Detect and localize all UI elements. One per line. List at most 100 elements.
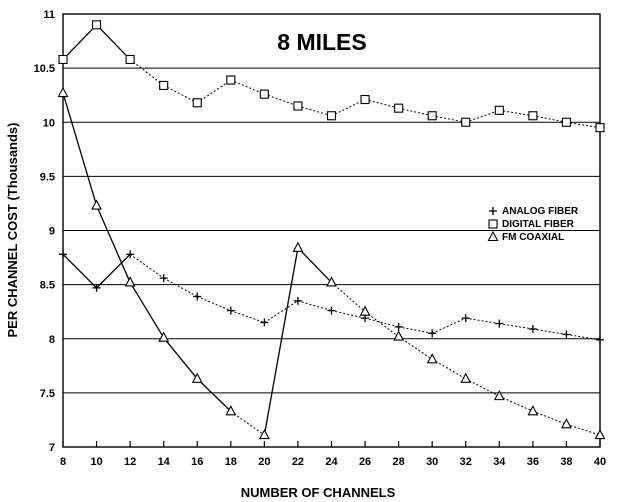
data-point bbox=[259, 89, 269, 99]
series-segment bbox=[297, 300, 332, 312]
series-segment bbox=[331, 282, 366, 313]
data-point bbox=[258, 428, 270, 440]
data-point bbox=[427, 111, 437, 121]
series-segment bbox=[465, 109, 500, 123]
data-point bbox=[393, 330, 405, 341]
axes bbox=[62, 13, 601, 448]
series-segment bbox=[532, 328, 567, 335]
x-tick-label: 10 bbox=[90, 456, 102, 468]
data-point bbox=[595, 123, 605, 133]
series-segment bbox=[264, 93, 299, 107]
data-point bbox=[326, 111, 337, 121]
data-point bbox=[293, 296, 302, 305]
series-segment bbox=[163, 337, 198, 380]
gridlines bbox=[63, 13, 600, 448]
y-tick-label: 8.5 bbox=[40, 280, 55, 292]
x-tick-label: 34 bbox=[493, 456, 506, 468]
series-segment bbox=[499, 323, 533, 330]
series-segment bbox=[230, 410, 265, 436]
legend-entry-label: ANALOG FIBER bbox=[502, 206, 579, 217]
series-segment bbox=[95, 205, 131, 283]
data-point bbox=[394, 103, 404, 113]
x-tick-label: 8 bbox=[60, 456, 66, 468]
data-point bbox=[596, 335, 604, 344]
data-point bbox=[57, 86, 69, 98]
series-segment bbox=[96, 253, 131, 289]
series-layer bbox=[57, 20, 606, 440]
data-point bbox=[326, 276, 337, 287]
series-segment bbox=[465, 378, 500, 397]
y-tick-label: 11 bbox=[43, 9, 55, 21]
x-tick-label: 12 bbox=[124, 456, 136, 468]
data-point bbox=[360, 94, 370, 105]
tick-labels: 7 7.5 8 8.5 9 9.5 10 10.5 11 8 10 12 14 16 18 20 22 24 26 2… bbox=[34, 9, 607, 468]
y-tick-label: 8 bbox=[49, 334, 55, 346]
data-point bbox=[494, 105, 504, 115]
data-point bbox=[561, 418, 572, 429]
data-point bbox=[226, 75, 236, 85]
y-tick-label: 10 bbox=[43, 117, 55, 129]
series-segment bbox=[230, 79, 265, 95]
legend-marker bbox=[487, 230, 499, 242]
y-tick-label: 9.5 bbox=[40, 171, 55, 183]
data-point bbox=[124, 276, 136, 287]
series-segment bbox=[263, 247, 299, 436]
y-tick-label: 9 bbox=[49, 226, 55, 238]
x-tick-label: 24 bbox=[325, 456, 338, 468]
series-segment bbox=[264, 300, 299, 323]
series-segment bbox=[62, 92, 98, 206]
x-tick-label: 22 bbox=[292, 456, 304, 468]
series-segment bbox=[398, 107, 433, 117]
data-point bbox=[561, 117, 571, 127]
data-point bbox=[394, 322, 403, 331]
x-tick-label: 32 bbox=[460, 456, 472, 468]
series-segment bbox=[432, 115, 466, 123]
chart-title: 8 MILES bbox=[277, 29, 366, 55]
data-point bbox=[260, 318, 269, 327]
series-digital-fiber bbox=[58, 20, 605, 133]
legend-entry-label: DIGITAL FIBER bbox=[502, 219, 575, 230]
legend-marker bbox=[489, 207, 497, 215]
data-point bbox=[159, 80, 169, 90]
y-tick-label: 7.5 bbox=[40, 388, 55, 400]
data-point bbox=[528, 325, 537, 334]
series-segment bbox=[364, 311, 399, 337]
series-analog-fiber bbox=[59, 250, 604, 344]
data-point bbox=[193, 292, 202, 301]
series-segment bbox=[499, 395, 534, 412]
series-segment bbox=[129, 59, 164, 86]
data-point bbox=[428, 329, 437, 338]
series-segment bbox=[566, 333, 601, 341]
series-fm-coaxial bbox=[57, 86, 606, 440]
data-point bbox=[426, 353, 438, 364]
data-point bbox=[92, 283, 101, 292]
series-segment bbox=[364, 99, 399, 109]
data-point bbox=[493, 389, 505, 401]
series-segment bbox=[532, 115, 567, 123]
series-segment bbox=[398, 336, 433, 360]
series-segment bbox=[129, 282, 165, 339]
x-tick-label: 18 bbox=[225, 456, 237, 468]
data-point bbox=[58, 54, 68, 65]
y-tick-label: 10.5 bbox=[34, 63, 55, 75]
series-segment bbox=[499, 109, 533, 117]
data-point bbox=[327, 306, 336, 315]
x-tick-label: 20 bbox=[258, 456, 270, 468]
data-point bbox=[191, 372, 203, 383]
legend-entry-label: FM COAXIAL bbox=[502, 232, 564, 243]
data-point bbox=[126, 250, 135, 259]
x-tick-label: 36 bbox=[527, 456, 539, 468]
data-point bbox=[192, 98, 202, 108]
series-segment bbox=[297, 105, 332, 117]
data-point bbox=[92, 20, 102, 30]
series-segment bbox=[431, 317, 466, 334]
series-segment bbox=[196, 378, 232, 412]
x-tick-label: 26 bbox=[359, 456, 371, 468]
data-point bbox=[528, 111, 538, 121]
series-segment bbox=[532, 410, 567, 425]
data-point bbox=[461, 314, 470, 323]
data-point bbox=[460, 372, 472, 383]
x-tick-label: 28 bbox=[393, 456, 405, 468]
series-segment bbox=[163, 85, 198, 104]
